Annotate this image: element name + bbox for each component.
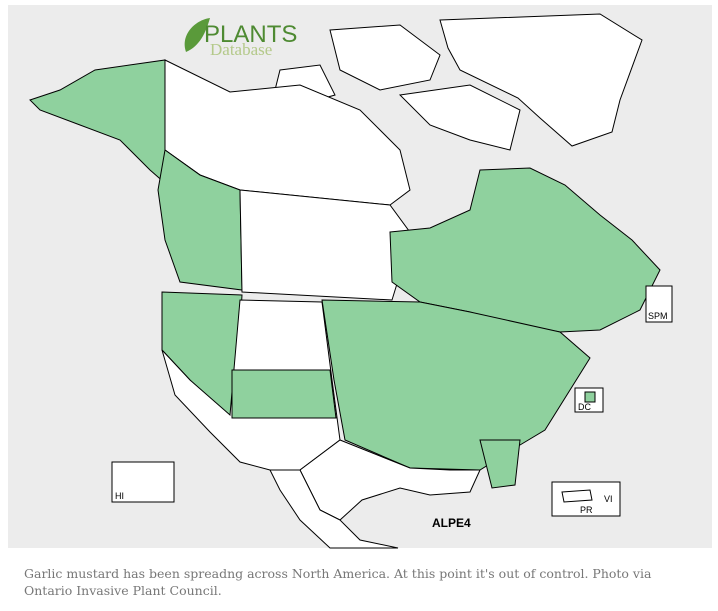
caption: Garlic mustard has been spreadng across …	[24, 566, 652, 598]
inset-label: PR	[580, 505, 593, 515]
us-central-west	[231, 369, 337, 419]
prairies	[239, 189, 413, 301]
inset-label: DC	[578, 402, 591, 412]
georgia	[479, 439, 521, 489]
logo-title: PLANTS	[204, 21, 297, 48]
inset-label: SPM	[648, 311, 668, 321]
map: HI DC SPM PR VI ALPE4 PLANTS Database	[8, 5, 712, 549]
us-east	[321, 299, 591, 471]
arctic-island	[398, 84, 521, 151]
logo-subtitle: Database	[210, 40, 272, 59]
inset-label: VI	[604, 494, 613, 504]
map-code: ALPE4	[432, 516, 471, 530]
alaska	[29, 59, 201, 206]
greenland	[439, 13, 643, 147]
british-columbia	[157, 149, 243, 291]
dc-shape	[584, 391, 596, 403]
logo-leaf	[184, 18, 210, 52]
arctic-island	[329, 24, 441, 91]
inset-label: HI	[115, 491, 124, 501]
puerto-rico	[561, 489, 593, 503]
inset-box	[111, 461, 175, 503]
inset-box	[645, 285, 673, 323]
mexico	[269, 469, 399, 549]
